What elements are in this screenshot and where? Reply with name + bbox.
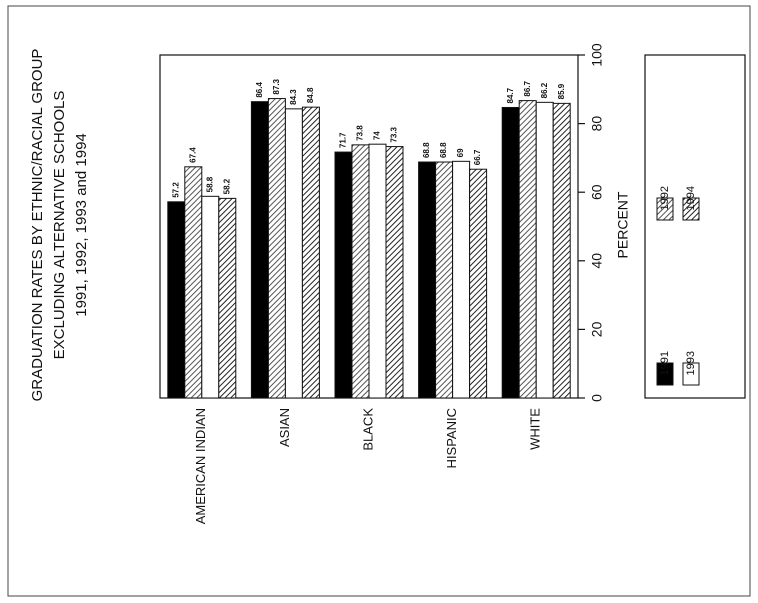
legend-swatch [682,362,700,386]
data-label: 69 [456,148,465,157]
x-tick-label: ASIAN [277,408,292,447]
bar [167,201,186,399]
bar [184,166,203,399]
y-tick-label: 100 [589,43,605,67]
bar [301,106,320,399]
legend-label: 1991 [659,351,671,375]
data-label: 87.3 [272,78,281,94]
data-label: 86.7 [523,80,532,96]
data-label: 68.8 [422,142,431,158]
bar [552,102,571,399]
y-tick-label: 40 [589,253,605,269]
bar [535,101,554,399]
page-border [7,5,751,597]
data-label: 68.8 [439,142,448,158]
x-tick-label: HISPANIC [444,408,459,468]
data-label: 73.3 [390,126,399,142]
legend-label: 1993 [685,351,697,375]
legend-label: 1994 [685,186,697,210]
bar [284,108,303,399]
chart-title: EXCLUDING ALTERNATIVE SCHOOLS [51,91,68,360]
data-label: 74 [373,131,382,140]
bar [201,195,220,399]
chart-title: GRADUATION RATES BY ETHNIC/RACIAL GROUP [29,49,46,402]
data-label: 84.7 [506,87,515,103]
y-axis-label: PERCENT [615,191,631,258]
x-tick-label: AMERICAN INDIAN [193,408,208,524]
legend-label: 1992 [659,186,671,210]
data-label: 86.4 [255,82,264,98]
chart-title: 1991, 1992, 1993 and 1994 [73,133,90,317]
bar [385,146,404,399]
y-tick-label: 20 [589,321,605,337]
x-tick-label: WHITE [528,408,543,450]
bar [334,151,353,399]
bar [351,144,370,399]
data-label: 58.8 [205,176,214,192]
data-label: 67.4 [188,147,197,163]
bar [452,160,471,399]
bar [435,161,454,399]
data-label: 58.2 [222,178,231,194]
y-tick-label: 0 [589,394,605,402]
bar [250,101,269,399]
data-label: 71.7 [339,132,348,148]
legend-box [644,54,746,399]
data-label: 66.7 [473,149,482,165]
bar [368,143,387,399]
bar [501,106,520,399]
legend-swatch [656,362,674,386]
bar [469,168,488,399]
data-label: 84.8 [306,87,315,103]
legend-swatch [656,197,674,221]
legend-swatch [682,197,700,221]
y-tick-label: 80 [589,116,605,132]
data-label: 85.9 [557,83,566,99]
bar [518,100,537,399]
y-tick-label: 60 [589,184,605,200]
data-label: 84.3 [289,89,298,105]
bar [418,161,437,399]
bar [267,98,286,399]
data-label: 86.2 [540,82,549,98]
x-tick-label: BLACK [360,408,375,451]
bar [218,197,237,399]
data-label: 73.8 [356,125,365,141]
data-label: 57.2 [171,182,180,198]
